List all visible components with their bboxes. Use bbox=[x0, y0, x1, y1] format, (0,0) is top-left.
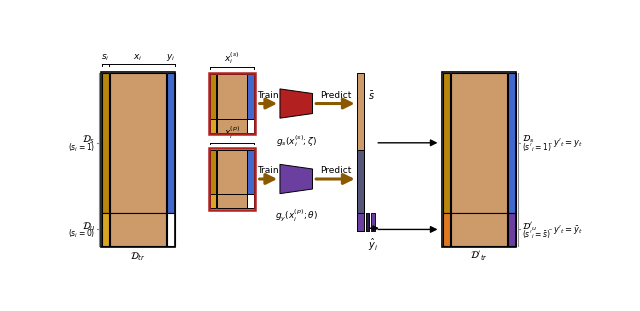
Text: $(s_i=1)$: $(s_i=1)$ bbox=[68, 141, 95, 154]
Text: $\mathcal{D}'_u$: $\mathcal{D}'_u$ bbox=[522, 220, 537, 233]
Text: Predict: Predict bbox=[319, 91, 351, 100]
Polygon shape bbox=[280, 165, 312, 194]
Text: $x_i$: $x_i$ bbox=[134, 52, 143, 63]
Text: $\mathcal{D}_s$: $\mathcal{D}_s$ bbox=[82, 133, 95, 146]
Text: $(s'_i=1)$: $(s'_i=1)$ bbox=[522, 142, 551, 155]
FancyBboxPatch shape bbox=[371, 213, 374, 230]
FancyBboxPatch shape bbox=[102, 73, 109, 213]
Text: $x_i^{(s)}$: $x_i^{(s)}$ bbox=[224, 50, 240, 66]
FancyBboxPatch shape bbox=[110, 213, 166, 246]
Text: $\mathcal{D}_s$: $\mathcal{D}_s$ bbox=[522, 134, 534, 146]
FancyBboxPatch shape bbox=[248, 150, 253, 194]
FancyBboxPatch shape bbox=[248, 119, 253, 133]
Text: $\mathcal{D}_u$: $\mathcal{D}_u$ bbox=[82, 220, 95, 233]
FancyBboxPatch shape bbox=[358, 213, 364, 230]
FancyBboxPatch shape bbox=[358, 150, 364, 213]
FancyBboxPatch shape bbox=[366, 213, 369, 230]
FancyBboxPatch shape bbox=[508, 213, 516, 246]
Text: $y'_t=\bar{y}_t$: $y'_t=\bar{y}_t$ bbox=[553, 223, 582, 236]
Text: Train: Train bbox=[257, 91, 279, 100]
FancyBboxPatch shape bbox=[508, 73, 516, 213]
FancyBboxPatch shape bbox=[217, 150, 246, 194]
FancyBboxPatch shape bbox=[366, 213, 369, 230]
Polygon shape bbox=[280, 89, 312, 118]
Text: $x_i^{(p)}$: $x_i^{(p)}$ bbox=[224, 125, 240, 141]
Text: $y_i$: $y_i$ bbox=[166, 52, 175, 63]
Text: $(s'_i=\bar{s})$: $(s'_i=\bar{s})$ bbox=[522, 229, 550, 241]
FancyBboxPatch shape bbox=[443, 213, 451, 246]
FancyBboxPatch shape bbox=[167, 213, 175, 246]
FancyBboxPatch shape bbox=[443, 73, 451, 213]
FancyBboxPatch shape bbox=[217, 119, 246, 133]
FancyBboxPatch shape bbox=[248, 194, 253, 208]
Text: $g_y(x_i^{(p)};\theta)$: $g_y(x_i^{(p)};\theta)$ bbox=[275, 207, 318, 223]
FancyBboxPatch shape bbox=[217, 74, 246, 119]
Text: $\hat{y}_i$: $\hat{y}_i$ bbox=[367, 237, 378, 253]
Text: $\mathcal{D}'_{tr}$: $\mathcal{D}'_{tr}$ bbox=[470, 250, 488, 263]
FancyBboxPatch shape bbox=[210, 150, 216, 194]
FancyBboxPatch shape bbox=[210, 119, 216, 133]
FancyBboxPatch shape bbox=[358, 213, 364, 230]
FancyBboxPatch shape bbox=[248, 74, 253, 119]
FancyBboxPatch shape bbox=[102, 213, 109, 246]
Text: Predict: Predict bbox=[319, 166, 351, 175]
FancyBboxPatch shape bbox=[358, 73, 364, 213]
FancyBboxPatch shape bbox=[451, 73, 507, 213]
Text: $g_s(x_i^{(s)};\zeta)$: $g_s(x_i^{(s)};\zeta)$ bbox=[276, 133, 317, 149]
FancyBboxPatch shape bbox=[167, 73, 175, 213]
FancyBboxPatch shape bbox=[451, 213, 507, 246]
Text: $y'_t=y_t$: $y'_t=y_t$ bbox=[553, 136, 582, 149]
FancyBboxPatch shape bbox=[371, 213, 374, 230]
FancyBboxPatch shape bbox=[110, 73, 166, 213]
Text: $(s_i=0)$: $(s_i=0)$ bbox=[68, 228, 95, 240]
Text: Train: Train bbox=[257, 166, 279, 175]
FancyBboxPatch shape bbox=[217, 194, 246, 208]
Text: $\mathcal{D}_{tr}$: $\mathcal{D}_{tr}$ bbox=[131, 250, 146, 263]
Text: $\bar{s}$: $\bar{s}$ bbox=[367, 90, 374, 102]
FancyBboxPatch shape bbox=[210, 74, 216, 119]
Text: $s_i$: $s_i$ bbox=[101, 52, 110, 63]
FancyBboxPatch shape bbox=[210, 194, 216, 208]
